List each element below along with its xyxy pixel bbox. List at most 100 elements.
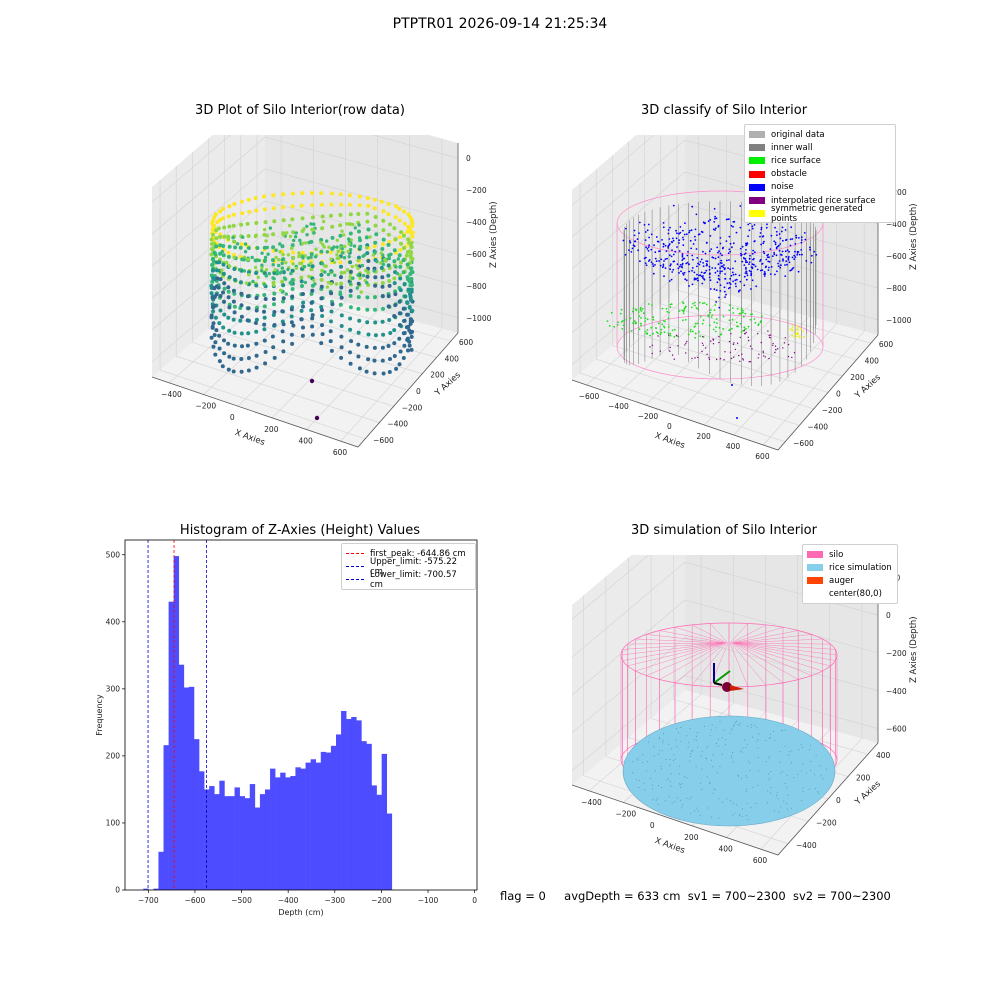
depth-histogram: −700 −600 −500 −400 −300 −200 −100 001002003004… [95,539,478,917]
outlier-point [314,415,320,421]
data-point [399,260,403,265]
x-tick-label: 600 [753,856,768,865]
surface-dot [638,780,640,782]
data-point [723,286,726,289]
surface-dot [780,806,782,808]
data-point [289,271,293,276]
data-point [409,270,414,274]
data-point [639,308,642,311]
surface-dot [770,792,772,794]
data-point [668,243,671,245]
data-point [754,240,756,242]
data-point [381,237,386,242]
silo-roof-line [730,642,767,686]
data-point [365,246,369,250]
data-point [728,309,731,312]
data-point [796,325,799,327]
data-point [720,333,723,336]
data-point [750,288,752,290]
data-point [321,243,325,247]
legend-item: Upper_limit: -575.22 cm [346,557,471,577]
data-point [629,240,631,242]
surface-dot [732,802,734,804]
legend-swatch [749,131,765,139]
data-point [765,258,768,261]
data-point [247,273,251,277]
data-point [310,288,315,293]
legend-swatch [749,183,765,191]
data-point [751,279,754,282]
histogram-title: Histogram of Z-Axies (Height) Values [179,523,421,538]
silo-roof-line [734,642,838,656]
data-point [670,278,673,281]
data-point [713,221,716,223]
data-point [785,255,788,258]
silo-roof-line [646,634,725,644]
data-point [715,301,717,303]
data-point [700,275,703,278]
data-point [693,271,696,274]
data-point [339,270,344,275]
data-point [212,303,217,308]
data-point [233,245,238,250]
data-point [386,294,391,299]
data-point [663,260,665,262]
data-point [660,331,663,334]
data-point [309,222,313,226]
data-point [401,306,406,311]
surface-dot [721,801,723,803]
data-point [676,334,678,336]
data-point [688,270,691,273]
data-point [732,343,735,346]
data-point [329,270,333,274]
data-point [231,299,236,304]
data-point [397,218,402,223]
data-point [239,242,244,247]
data-point [665,250,668,252]
data-point [300,191,305,196]
data-point [670,263,672,265]
data-point [397,299,402,304]
data-point [763,252,766,255]
surface-dot [726,798,728,800]
data-point [696,273,698,276]
z-tick-label: −800 [886,284,907,293]
x-tick-label: 400 [719,845,734,854]
histogram-bar [219,780,225,890]
y-axis-label: Frequency [95,694,104,736]
data-point [721,254,723,257]
surface-dot [647,741,649,743]
data-point [281,349,286,354]
data-point [643,257,646,260]
data-point [702,262,704,264]
data-point [788,250,790,253]
classify-plot-title: 3D classify of Silo Interior [640,103,808,118]
data-point [402,233,406,238]
data-point [280,266,284,270]
data-point [405,275,410,280]
data-point [704,222,707,224]
data-point [361,254,365,258]
surface-dot [658,738,660,740]
surface-dot [687,746,689,748]
legend-label: noise [771,182,794,193]
data-point [341,233,346,237]
surface-dot [730,729,732,731]
histogram-bar [330,745,337,890]
data-point [365,307,370,312]
silo-roof-line [646,642,725,676]
data-point [394,204,398,209]
x-tick-label: 600 [333,448,348,457]
data-point [660,328,663,331]
z-tick-label: −600 [466,250,487,259]
data-point [356,212,361,216]
surface-dot [776,792,778,794]
data-point [638,221,641,224]
data-point [805,260,808,262]
x-axis-label: Depth (cm) [278,908,323,917]
data-point [254,317,259,322]
data-point [386,344,391,348]
data-point [682,236,684,239]
surface-dot [715,727,717,729]
surface-dot [779,761,781,763]
